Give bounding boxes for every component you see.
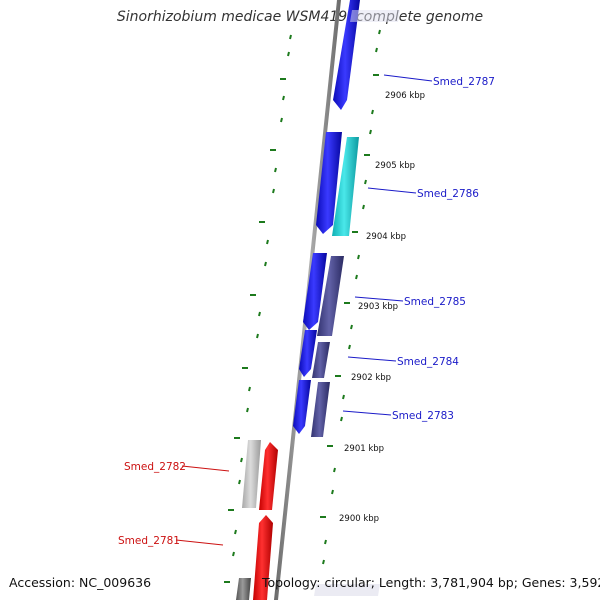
scale-label-2904: 2904 kbp [366,232,406,242]
gene-bottom-faint [314,584,380,596]
accession-text: Accession: NC_009636 [9,575,152,590]
gene-label-smed-2783[interactable]: Smed_2783 [392,410,454,422]
right-tick-track [320,29,381,565]
gene-top-faint [350,10,400,22]
gene-smed-2782-arrow[interactable] [259,442,278,510]
scale-label-2902: 2902 kbp [351,373,391,383]
gene-label-smed-2784[interactable]: Smed_2784 [397,356,459,368]
gene-smed-2787-arrow[interactable] [333,0,360,110]
gene-smed-2785b-arrow[interactable] [317,256,344,336]
gene-smed-2784-arrow[interactable] [299,330,317,377]
gene-label-smed-2785[interactable]: Smed_2785 [404,296,466,308]
scale-label-2903: 2903 kbp [358,302,398,312]
gene-smed-2783-arrow[interactable] [293,380,311,434]
scale-label-2906: 2906 kbp [385,91,425,101]
scale-label-2901: 2901 kbp [344,444,384,454]
left-tick-track [224,34,292,583]
gene-smed-2783b-arrow[interactable] [311,382,330,437]
scale-label-2900: 2900 kbp [339,514,379,524]
gene-smed-2786-arrow[interactable] [316,132,342,234]
gene-smed-2781-arrow[interactable] [253,515,273,600]
gene-smed-2782-grey-arrow[interactable] [242,440,261,508]
topology-text: Topology: circular; Length: 3,781,904 bp… [262,575,600,590]
gene-smed-2785-arrow[interactable] [303,253,327,330]
gene-label-smed-2782[interactable]: Smed_2782 [124,461,186,473]
gene-dark-arrow[interactable] [236,578,251,600]
scale-label-2905: 2905 kbp [375,161,415,171]
gene-smed-2784b-arrow[interactable] [312,342,330,378]
label-connectors [175,74,433,546]
gene-smed-2786b-arrow[interactable] [332,137,359,236]
gene-label-smed-2787[interactable]: Smed_2787 [433,76,495,88]
gene-label-smed-2786[interactable]: Smed_2786 [417,188,479,200]
gene-label-smed-2781[interactable]: Smed_2781 [118,535,180,547]
